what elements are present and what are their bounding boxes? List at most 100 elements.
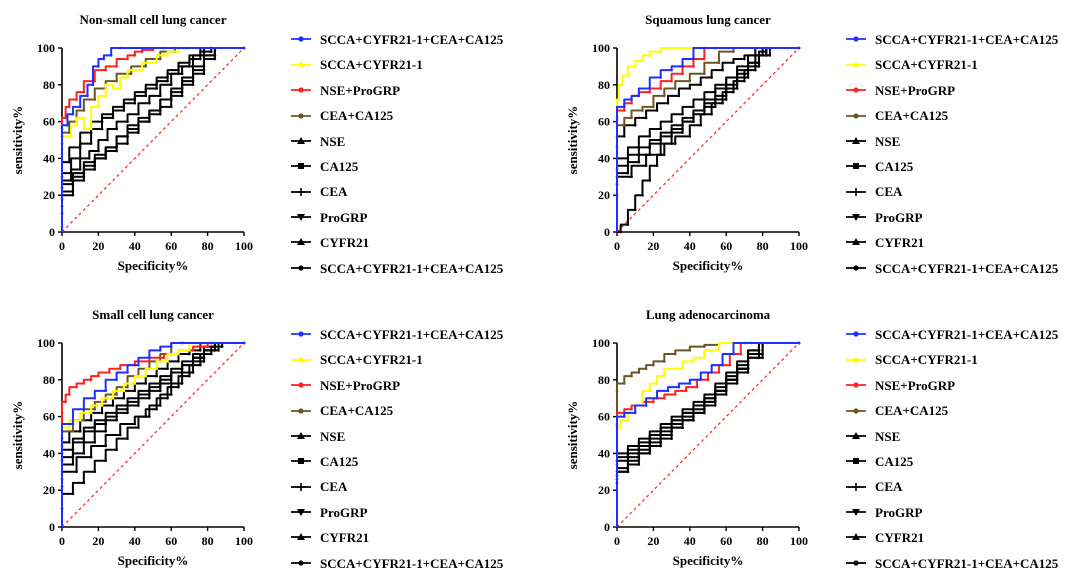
legend-item: CEA+CA125	[290, 102, 550, 127]
legend-label: SCCA+CYFR21-1	[320, 57, 423, 73]
roc-series-point	[644, 367, 648, 371]
reference-diagonal-line	[616, 47, 800, 233]
roc-series-point	[202, 72, 206, 76]
roc-series-point	[166, 396, 169, 400]
roc-series-point	[108, 371, 111, 374]
roc-series-point	[180, 72, 184, 76]
legend-swatch	[846, 265, 866, 271]
roc-series-point	[630, 116, 633, 120]
roc-series-point	[666, 389, 670, 393]
x-axis-label: Specificity%	[118, 553, 189, 568]
y-tick-label: 20	[43, 483, 55, 497]
roc-series-point	[663, 374, 666, 378]
roc-series-line	[61, 47, 244, 232]
roc-series-point	[148, 116, 151, 120]
legend-marker-icon	[298, 458, 304, 465]
roc-series-point	[692, 411, 695, 415]
roc-series-point	[67, 441, 71, 444]
roc-series-point	[88, 157, 91, 160]
legend-marker-icon	[853, 62, 859, 68]
roc-series-point	[717, 349, 721, 352]
legend-swatch	[846, 163, 866, 170]
roc-series-point	[137, 404, 140, 407]
roc-series-point	[191, 79, 195, 83]
y-tick-label: 40	[43, 151, 55, 165]
roc-series-point	[681, 426, 684, 429]
roc-series-point	[648, 135, 652, 138]
roc-series-point	[86, 94, 89, 98]
roc-series-point	[93, 98, 97, 101]
roc-series-point	[126, 371, 129, 374]
legend-marker-icon	[298, 331, 304, 337]
roc-series-point	[692, 57, 695, 61]
roc-series-point	[122, 389, 126, 393]
legend-marker-icon	[297, 214, 305, 222]
roc-series-point	[670, 142, 673, 145]
roc-series-point	[89, 378, 93, 382]
roc-series-point	[622, 382, 626, 385]
roc-series-line	[616, 47, 799, 232]
roc-series-point	[637, 160, 641, 164]
roc-series-point	[104, 430, 107, 433]
roc-series-point	[144, 94, 148, 98]
legend-item: ProGRP	[290, 499, 550, 524]
roc-series-point	[158, 389, 162, 393]
legend-swatch	[291, 482, 311, 491]
y-axis-label: sensitivity%	[10, 401, 25, 470]
roc-series-point	[169, 374, 173, 378]
roc-series-point	[688, 135, 692, 138]
roc-series-point	[144, 382, 148, 385]
y-tick-label: 60	[598, 115, 610, 129]
roc-series-point	[93, 470, 97, 474]
legend-label: CA125	[875, 158, 914, 174]
roc-series-point	[713, 404, 717, 407]
legend-swatch	[846, 238, 866, 246]
roc-series-point	[626, 223, 630, 226]
x-tick-label: 60	[165, 239, 177, 253]
legend-item: SCCA+CYFR21-1	[845, 346, 1091, 371]
roc-series-point	[797, 341, 801, 345]
legend-swatch	[846, 509, 866, 517]
legend-marker-icon	[853, 560, 859, 566]
roc-series-point	[166, 360, 169, 363]
roc-series-point	[67, 131, 71, 134]
x-axis-label: Specificity%	[673, 258, 744, 273]
roc-series-point	[663, 360, 666, 363]
roc-series-line	[616, 342, 799, 527]
legend-marker-icon	[853, 357, 859, 363]
roc-series-point	[721, 363, 724, 367]
y-tick-label: 100	[592, 336, 610, 350]
roc-series-point	[648, 389, 652, 393]
roc-series-point	[97, 105, 100, 109]
roc-series-point	[188, 352, 191, 356]
roc-series-point	[213, 54, 217, 57]
legend-swatch	[291, 357, 311, 363]
legend-swatch	[291, 265, 311, 271]
roc-series-point	[735, 83, 739, 87]
legend-item: NSE+ProGRP	[290, 77, 550, 102]
roc-series-point	[67, 105, 71, 109]
y-tick-label: 20	[598, 483, 610, 497]
roc-series-point	[692, 418, 695, 422]
roc-series-point	[158, 382, 162, 385]
legend-swatch	[846, 112, 866, 119]
roc-series-point	[670, 120, 673, 123]
roc-series-point	[710, 371, 713, 374]
roc-series-line	[616, 47, 799, 232]
roc-series-point	[126, 76, 129, 79]
roc-series-point	[703, 109, 706, 112]
roc-series-point	[670, 131, 673, 134]
roc-series-point	[213, 57, 217, 61]
roc-series-point	[644, 116, 648, 120]
legend-label: CEA	[320, 184, 348, 200]
roc-series-point	[199, 349, 202, 352]
roc-series-point	[673, 352, 677, 356]
roc-series-point	[82, 418, 86, 422]
roc-series-point	[652, 363, 655, 367]
roc-series-point	[703, 72, 706, 76]
roc-series-point	[115, 411, 118, 415]
roc-series-point	[681, 65, 684, 68]
roc-series-point	[659, 87, 662, 90]
roc-series-point	[82, 175, 86, 179]
roc-series-line	[616, 47, 799, 232]
